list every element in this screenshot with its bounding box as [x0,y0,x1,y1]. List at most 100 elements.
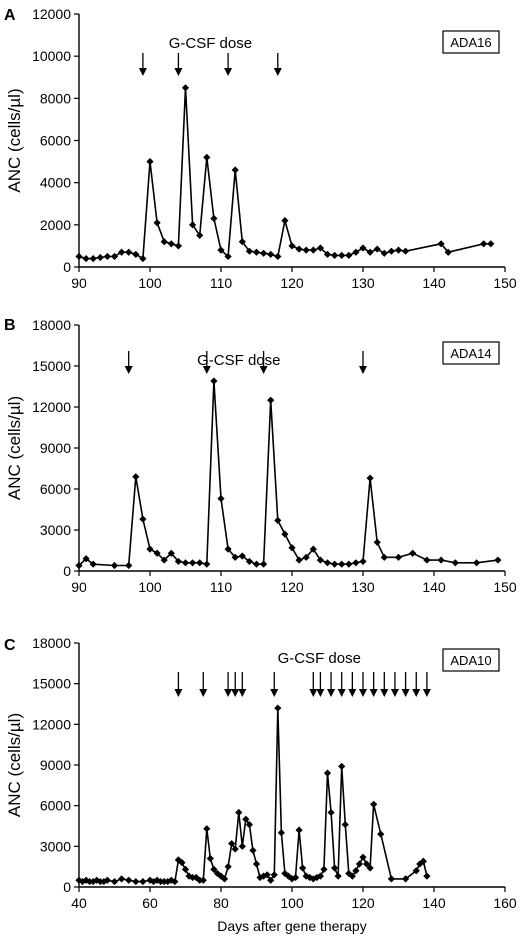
data-point [274,252,282,261]
data-point [437,556,445,564]
data-point [231,553,239,561]
data-point [366,248,374,256]
data-point [362,860,371,868]
data-point [203,153,211,161]
data-point [82,555,90,563]
data-point [387,247,395,255]
data-point [231,845,239,853]
data-point [331,864,339,872]
x-tick-label: 140 [422,275,446,291]
x-tick-label: 140 [422,895,446,911]
data-point [348,872,356,880]
data-point [316,244,324,252]
x-tick-label: 150 [493,579,517,595]
data-point [331,251,339,260]
dose-arrow-icon [174,53,183,76]
y-tick-label: 9000 [40,757,71,773]
patient-tag: ADA14 [450,346,491,361]
data-point [380,249,388,257]
data-point [118,248,126,256]
data-point [242,815,250,823]
data-point [416,860,424,868]
data-point [352,248,360,256]
data-point [366,864,374,872]
data-point [160,556,168,564]
data-point [224,863,232,871]
x-tick-label: 100 [138,275,162,291]
data-point [423,872,431,880]
dose-arrow-icon [390,672,399,697]
data-point [181,865,190,873]
dose-arrow-icon [369,672,378,697]
data-point [252,248,261,256]
dose-arrow-icon [224,53,233,76]
data-point [118,875,126,883]
data-point [327,808,335,817]
data-point [394,246,403,254]
data-point [260,872,268,880]
data-point [181,84,190,92]
data-point [245,821,253,829]
data-point [260,560,268,568]
dose-arrow-icon [270,672,279,697]
data-point [480,240,488,248]
data-point [196,231,204,239]
data-point [309,246,317,254]
data-point [203,560,211,568]
data-point [423,556,431,564]
dose-arrow-icon [199,672,208,697]
x-tick-label: 90 [71,275,87,291]
anc-series-line [78,708,428,883]
data-point [249,846,257,854]
data-point [281,217,289,225]
dose-arrow-icon [348,672,357,697]
y-tick-label: 6000 [40,481,71,497]
y-tick-label: 4000 [40,175,71,191]
data-point [313,873,321,882]
data-point [210,377,218,385]
data-point [220,875,229,883]
y-tick-label: 2000 [40,217,71,233]
dose-arrow-icon [273,53,282,76]
dose-arrow-icon [231,672,240,697]
data-point [302,246,310,254]
data-point [295,826,303,834]
data-point [139,515,147,523]
data-point [93,876,101,884]
x-tick-label: 130 [351,275,375,291]
data-point [355,860,364,868]
data-point [167,549,175,557]
y-tick-label: 0 [63,259,71,275]
dose-arrow-icon [422,672,431,697]
data-point [299,864,307,872]
dose-annotation: G-CSF dose [278,650,361,667]
y-tick-label: 18000 [32,635,71,651]
data-point [341,821,349,829]
data-point [373,245,381,253]
data-point [270,871,278,879]
y-axis-label: ANC (cells/µl) [5,396,24,500]
data-point [110,877,119,886]
data-point [146,157,154,166]
data-point [281,530,289,538]
y-tick-label: 10000 [32,48,71,64]
data-point [323,769,332,777]
data-point [203,825,211,833]
data-point [338,560,346,568]
patient-tag-box [442,648,500,672]
data-point [146,545,154,553]
data-point [231,166,239,174]
patient-tag: ADA16 [450,35,491,50]
data-point [494,556,502,564]
data-point [373,538,381,546]
data-point [267,876,275,884]
panel-letter: A [4,7,16,24]
data-point [338,251,346,260]
data-point [103,876,111,884]
data-point [153,549,161,557]
x-tick-label: 120 [280,579,304,595]
x-tick-label: 60 [142,895,158,911]
anc-series-line [78,87,491,260]
data-point [75,252,83,261]
dose-arrow-icon [359,672,367,697]
